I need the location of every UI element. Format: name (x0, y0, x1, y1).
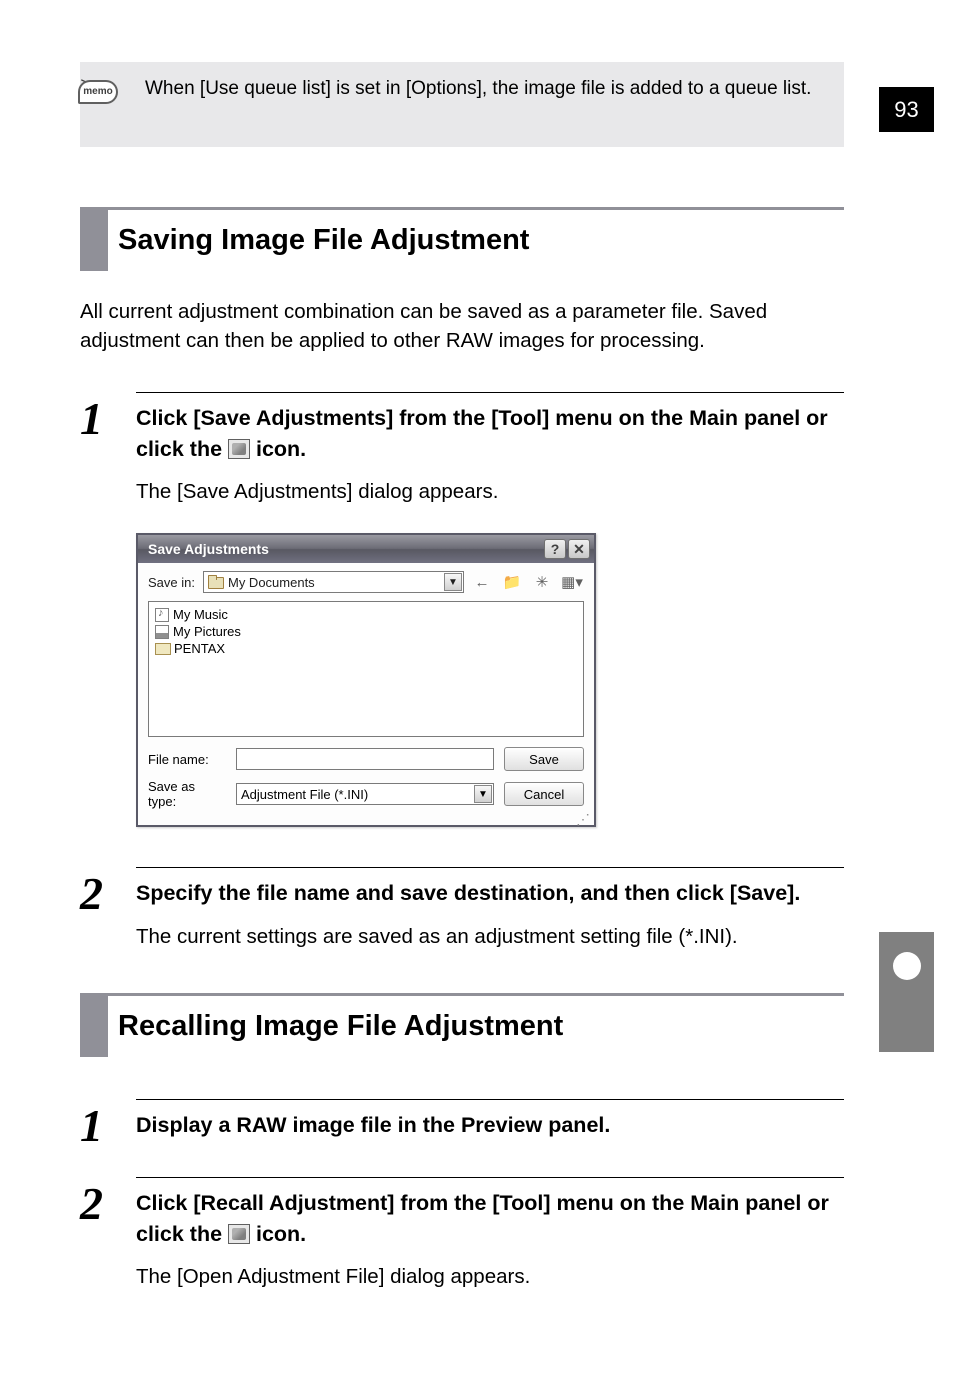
list-item[interactable]: My Music (155, 606, 577, 623)
pictures-folder-icon (155, 625, 169, 639)
step-title: Click [Save Adjustments] from the [Tool]… (136, 403, 844, 465)
step-number: 2 (80, 867, 136, 951)
section-intro: All current adjustment combination can b… (80, 297, 844, 356)
step: 2 Specify the file name and save destina… (80, 867, 844, 951)
cancel-button[interactable]: Cancel (504, 782, 584, 806)
saveastype-dropdown[interactable]: Adjustment File (*.INI) ▼ (236, 783, 494, 805)
step-title: Specify the file name and save destinati… (136, 878, 844, 909)
save-in-value: My Documents (228, 575, 315, 590)
step-desc: The [Save Adjustments] dialog appears. (136, 477, 844, 507)
step: 2 Click [Recall Adjustment] from the [To… (80, 1177, 844, 1292)
folder-icon (155, 643, 170, 655)
side-circle-icon (893, 952, 921, 980)
chevron-down-icon: ▼ (474, 785, 492, 803)
save-button[interactable]: Save (504, 747, 584, 771)
filename-input[interactable] (236, 748, 494, 770)
heading-bar-icon (80, 996, 108, 1057)
view-menu-icon[interactable]: ▦▾ (560, 571, 584, 593)
save-in-label: Save in: (148, 575, 195, 590)
step-number: 1 (80, 392, 136, 827)
list-item[interactable]: PENTAX (155, 640, 577, 657)
saveastype-label: Save as type: (148, 779, 226, 809)
recall-adjustment-icon (228, 1224, 250, 1244)
dialog-toolbar: Save in: My Documents ▼ ← 📁 ✳ ▦▾ (138, 563, 594, 601)
save-adjustments-dialog: Save Adjustments ? ✕ Save in: My Documen… (136, 533, 596, 827)
step-title-part: Click [Save Adjustments] from the [Tool]… (136, 406, 689, 430)
step-title-part: icon. (250, 1222, 306, 1246)
resize-grip-icon[interactable]: ⋰ (138, 815, 594, 825)
step-title: Click [Recall Adjustment] from the [Tool… (136, 1188, 844, 1250)
step-desc: The [Open Adjustment File] dialog appear… (136, 1262, 844, 1292)
step: 1 Click [Save Adjustments] from the [Too… (80, 392, 844, 827)
side-tab (879, 932, 934, 1052)
saveastype-value: Adjustment File (*.INI) (241, 787, 368, 802)
heading-bar-icon (80, 210, 108, 271)
memo-text: When [Use queue list] is set in [Options… (145, 78, 811, 99)
up-folder-icon[interactable]: 📁 (500, 571, 524, 593)
save-in-dropdown[interactable]: My Documents ▼ (203, 571, 464, 593)
file-list[interactable]: My Music My Pictures PENTAX (148, 601, 584, 737)
close-button[interactable]: ✕ (568, 539, 590, 559)
step-desc: The current settings are saved as an adj… (136, 922, 844, 952)
section-heading: Saving Image File Adjustment (80, 207, 844, 271)
new-folder-icon[interactable]: ✳ (530, 571, 554, 593)
section-saving: Saving Image File Adjustment All current… (80, 207, 844, 952)
filename-label: File name: (148, 752, 226, 767)
memo-icon: ↘ memo (78, 74, 124, 106)
back-icon[interactable]: ← (470, 571, 494, 593)
list-item[interactable]: My Pictures (155, 623, 577, 640)
chevron-down-icon: ▼ (444, 573, 462, 591)
heading-text: Saving Image File Adjustment (108, 210, 529, 271)
help-button[interactable]: ? (544, 539, 566, 559)
heading-text: Recalling Image File Adjustment (108, 996, 563, 1057)
step-title: Display a RAW image file in the Preview … (136, 1110, 844, 1141)
step-title-part: Click [Recall Adjustment] from the [Tool… (136, 1191, 690, 1215)
music-folder-icon (155, 608, 169, 622)
save-adjustments-icon (228, 439, 250, 459)
step: 1 Display a RAW image file in the Previe… (80, 1099, 844, 1146)
step-number: 2 (80, 1177, 136, 1292)
section-heading: Recalling Image File Adjustment (80, 993, 844, 1057)
memo-box: ↘ memo When [Use queue list] is set in [… (80, 62, 844, 147)
list-item-label: My Pictures (173, 624, 241, 639)
step-number: 1 (80, 1099, 136, 1146)
list-item-label: My Music (173, 607, 228, 622)
page-number: 93 (879, 87, 934, 132)
list-item-label: PENTAX (174, 641, 225, 656)
section-recalling: Recalling Image File Adjustment 1 Displa… (80, 993, 844, 1291)
dialog-titlebar: Save Adjustments ? ✕ (138, 535, 594, 563)
step-title-part: icon. (250, 437, 306, 461)
dialog-title: Save Adjustments (148, 541, 269, 557)
folder-icon (208, 575, 224, 589)
